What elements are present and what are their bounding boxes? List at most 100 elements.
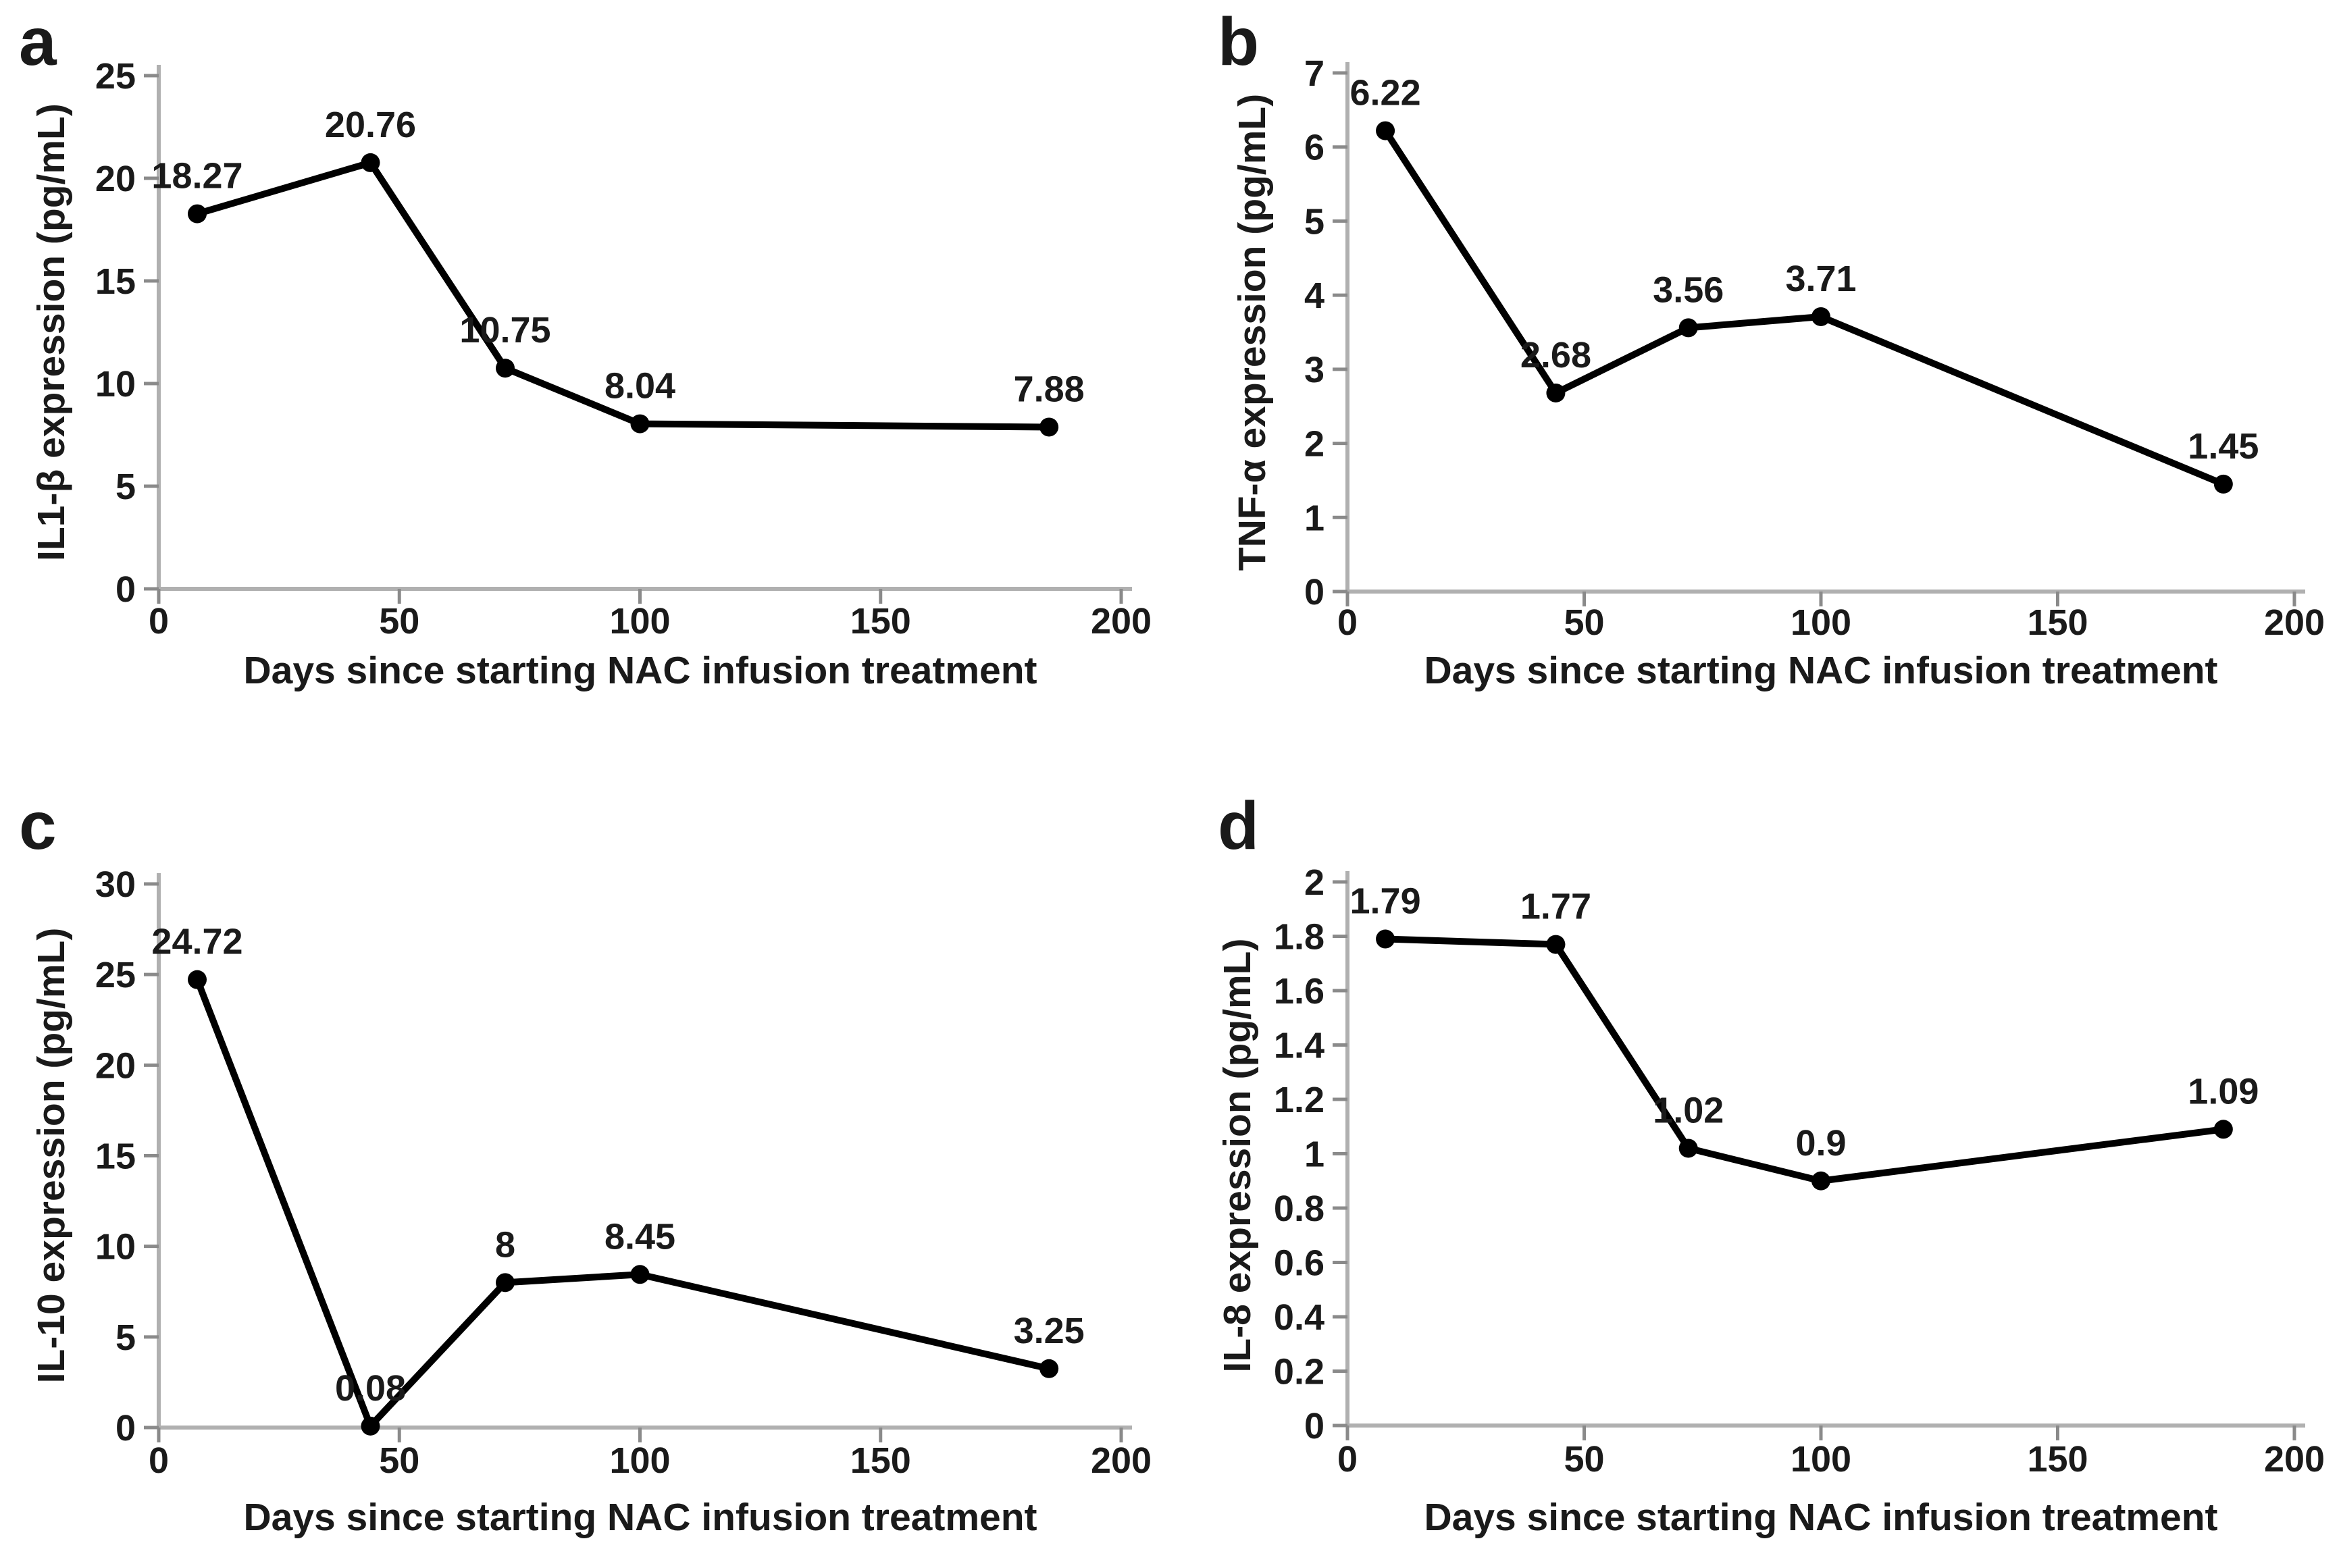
data-point-label: 3.25 [1014, 1311, 1085, 1351]
data-point-marker [1039, 1359, 1059, 1378]
y-tick-label: 20 [95, 1045, 136, 1086]
y-tick-label: 0.4 [1274, 1297, 1324, 1338]
y-tick-label: 1 [1304, 1134, 1324, 1175]
data-point-label: 0.08 [335, 1368, 406, 1409]
data-line-IL-10 [194, 976, 1053, 1430]
data-point-marker [1811, 307, 1830, 326]
y-tick-label: 0 [115, 1408, 136, 1448]
y-tick-label: 2 [1304, 424, 1324, 465]
y-axis-title-d: IL-8 expression (pg/mL) [1216, 939, 1259, 1373]
data-point-marker [188, 204, 207, 224]
x-tick-label: 50 [1564, 1439, 1604, 1480]
data-point-marker [1376, 929, 1395, 949]
data-point-label: 3.71 [1785, 259, 1856, 299]
data-point-label: 20.76 [325, 105, 416, 145]
data-point-label: 7.88 [1014, 369, 1085, 409]
data-point-marker [496, 359, 515, 378]
x-axis-title-a: Days since starting NAC infusion treatme… [243, 649, 1037, 692]
data-point-label: 2.68 [1520, 335, 1591, 375]
x-tick-label: 150 [850, 601, 911, 642]
y-tick-label: 5 [1304, 201, 1324, 242]
x-axis-title-d: Days since starting NAC infusion treatme… [1424, 1496, 2217, 1539]
data-point-marker [496, 1273, 515, 1292]
chart-d-canvas: Days since starting NAC infusion treatme… [1216, 862, 2325, 1539]
y-tick-label: 1 [1304, 498, 1324, 538]
x-axis-title-c: Days since starting NAC infusion treatme… [243, 1496, 1037, 1539]
data-point-label: 1.09 [2188, 1071, 2259, 1112]
data-point-label: 8 [495, 1224, 515, 1265]
panel-b-letter: b [1218, 4, 1260, 80]
x-tick-label: 150 [2027, 602, 2088, 643]
data-point-marker [361, 153, 380, 172]
x-tick-label: 100 [609, 1440, 670, 1481]
data-point-label: 0.9 [1795, 1123, 1846, 1164]
y-axis-title-b: TNF-α expression (pg/mL) [1231, 94, 1274, 571]
data-point-marker [1678, 1139, 1698, 1158]
y-tick-label: 7 [1304, 53, 1324, 94]
data-point-marker [630, 414, 650, 434]
x-axis-title-b: Days since starting NAC infusion treatme… [1424, 649, 2217, 692]
y-tick-label: 5 [115, 1317, 136, 1358]
data-point-label: 8.45 [604, 1216, 675, 1257]
y-tick-label: 10 [95, 1227, 136, 1268]
panel-c-letter: c [19, 788, 57, 864]
data-point-label: 8.04 [604, 366, 675, 407]
y-tick-label: 5 [115, 467, 136, 507]
data-point-marker [361, 1416, 380, 1436]
x-tick-label: 0 [1337, 1439, 1358, 1480]
y-tick-label: 0 [115, 569, 136, 610]
panel-d-letter: d [1218, 788, 1260, 864]
data-point-marker [2213, 474, 2233, 494]
data-point-label: 1.45 [2188, 426, 2259, 467]
y-tick-label: 0 [1304, 1406, 1324, 1446]
y-tick-label: 30 [95, 864, 136, 905]
y-tick-label: 25 [95, 955, 136, 995]
data-point-marker [1546, 383, 1566, 402]
data-point-marker [188, 970, 207, 989]
y-tick-label: 25 [95, 56, 136, 97]
chart-c-canvas: Days since starting NAC infusion treatme… [30, 864, 1152, 1539]
y-tick-label: 1.6 [1274, 971, 1324, 1012]
x-tick-label: 50 [1564, 602, 1604, 643]
y-tick-label: 2 [1304, 862, 1324, 903]
x-tick-label: 0 [149, 601, 169, 642]
x-tick-label: 200 [2264, 1439, 2325, 1480]
y-tick-label: 20 [95, 159, 136, 199]
y-axis-title-a: IL1-β expression (pg/mL) [30, 103, 73, 561]
data-point-label: 1.02 [1653, 1090, 1724, 1130]
x-tick-label: 50 [379, 601, 419, 642]
y-tick-label: 3 [1304, 350, 1324, 390]
panel-c: c Days since starting NAC infusion treat… [0, 784, 1170, 1568]
y-tick-label: 6 [1304, 128, 1324, 168]
data-point-marker [2213, 1120, 2233, 1139]
data-point-label: 1.79 [1350, 881, 1421, 922]
y-tick-label: 15 [95, 1136, 136, 1177]
data-point-label: 18.27 [151, 156, 242, 197]
x-tick-label: 150 [850, 1440, 911, 1481]
data-point-label: 24.72 [151, 922, 242, 962]
y-tick-label: 4 [1304, 276, 1324, 316]
x-tick-label: 150 [2027, 1439, 2088, 1480]
x-tick-label: 100 [1791, 1439, 1851, 1480]
panel-d: d Days since starting NAC infusion treat… [1170, 784, 2341, 1568]
y-tick-label: 0.2 [1274, 1352, 1324, 1392]
y-tick-label: 0 [1304, 572, 1324, 612]
y-axis-title-c: IL-10 expression (pg/mL) [30, 928, 73, 1384]
y-tick-label: 1.4 [1274, 1026, 1324, 1066]
y-tick-label: 15 [95, 261, 136, 302]
x-tick-label: 100 [1791, 602, 1851, 643]
y-tick-label: 10 [95, 364, 136, 404]
data-point-marker [1546, 935, 1566, 954]
chart-b-canvas: Days since starting NAC infusion treatme… [1231, 53, 2325, 692]
data-point-marker [630, 1265, 650, 1284]
y-tick-label: 1.8 [1274, 917, 1324, 958]
panel-a-letter: a [19, 4, 57, 80]
x-tick-label: 0 [1337, 602, 1358, 643]
x-tick-label: 100 [609, 601, 670, 642]
y-tick-label: 0.6 [1274, 1243, 1324, 1284]
data-line-TNF-α [1382, 127, 2227, 488]
panel-b: b Days since starting NAC infusion treat… [1170, 0, 2341, 784]
data-point-label: 10.75 [459, 310, 550, 350]
data-point-marker [1678, 318, 1698, 338]
data-point-marker [1376, 121, 1395, 140]
